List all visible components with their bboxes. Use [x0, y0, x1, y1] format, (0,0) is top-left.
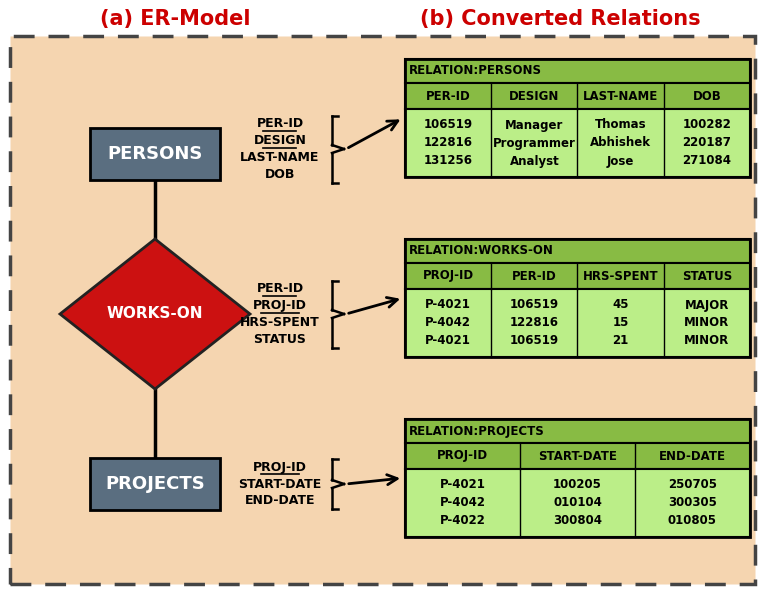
Text: P-4021
P-4042
P-4022: P-4021 P-4042 P-4022	[440, 479, 486, 527]
Text: PER-ID: PER-ID	[426, 90, 470, 103]
FancyBboxPatch shape	[405, 443, 750, 469]
Text: RELATION:PROJECTS: RELATION:PROJECTS	[409, 425, 545, 438]
FancyBboxPatch shape	[10, 36, 755, 584]
FancyBboxPatch shape	[405, 263, 750, 289]
Text: PROJ-ID: PROJ-ID	[437, 450, 488, 463]
Text: (b) Converted Relations: (b) Converted Relations	[420, 9, 700, 29]
Text: PERSONS: PERSONS	[107, 145, 203, 163]
Text: PROJ-ID: PROJ-ID	[253, 299, 307, 312]
Text: START-DATE: START-DATE	[538, 450, 617, 463]
Text: MAJOR
MINOR
MINOR: MAJOR MINOR MINOR	[684, 299, 730, 347]
Text: LAST-NAME: LAST-NAME	[240, 151, 320, 164]
Text: Manager
Programmer
Analyst: Manager Programmer Analyst	[493, 118, 576, 168]
Text: PROJ-ID: PROJ-ID	[253, 460, 307, 473]
Polygon shape	[60, 239, 250, 389]
Text: END-DATE: END-DATE	[659, 450, 726, 463]
Text: RELATION:WORKS-ON: RELATION:WORKS-ON	[409, 245, 554, 258]
Text: HRS-SPENT: HRS-SPENT	[583, 270, 659, 283]
Text: 45
15
21: 45 15 21	[612, 299, 629, 347]
Text: P-4021
P-4042
P-4021: P-4021 P-4042 P-4021	[425, 299, 471, 347]
Text: LAST-NAME: LAST-NAME	[583, 90, 658, 103]
Text: WORKS-ON: WORKS-ON	[107, 307, 203, 321]
Text: 250705
300305
010805: 250705 300305 010805	[668, 479, 717, 527]
Text: STATUS: STATUS	[682, 270, 732, 283]
Text: PER-ID: PER-ID	[256, 282, 304, 295]
Text: PER-ID: PER-ID	[512, 270, 557, 283]
Text: 106519
122816
106519: 106519 122816 106519	[509, 299, 559, 347]
FancyBboxPatch shape	[405, 239, 750, 263]
Text: RELATION:PERSONS: RELATION:PERSONS	[409, 65, 542, 77]
Text: 106519
122816
131256: 106519 122816 131256	[424, 118, 473, 168]
Text: DOB: DOB	[692, 90, 721, 103]
Text: PER-ID: PER-ID	[256, 117, 304, 130]
FancyBboxPatch shape	[90, 458, 220, 510]
FancyBboxPatch shape	[405, 59, 750, 83]
FancyBboxPatch shape	[405, 289, 750, 357]
Text: HRS-SPENT: HRS-SPENT	[240, 316, 320, 329]
FancyBboxPatch shape	[405, 419, 750, 443]
Text: 100282
220187
271084: 100282 220187 271084	[682, 118, 731, 168]
FancyBboxPatch shape	[405, 83, 750, 109]
FancyBboxPatch shape	[90, 128, 220, 180]
Text: 100205
010104
300804: 100205 010104 300804	[553, 479, 602, 527]
Text: STATUS: STATUS	[253, 333, 307, 346]
Text: DOB: DOB	[265, 168, 295, 181]
Text: PROJ-ID: PROJ-ID	[422, 270, 474, 283]
Text: START-DATE: START-DATE	[239, 478, 321, 491]
Text: DESIGN: DESIGN	[509, 90, 559, 103]
Text: PROJECTS: PROJECTS	[105, 475, 205, 493]
Text: END-DATE: END-DATE	[245, 494, 315, 507]
FancyBboxPatch shape	[405, 109, 750, 177]
FancyBboxPatch shape	[405, 469, 750, 537]
Text: Thomas
Abhishek
Jose: Thomas Abhishek Jose	[590, 118, 651, 168]
Text: (a) ER-Model: (a) ER-Model	[99, 9, 250, 29]
Text: DESIGN: DESIGN	[253, 134, 307, 147]
